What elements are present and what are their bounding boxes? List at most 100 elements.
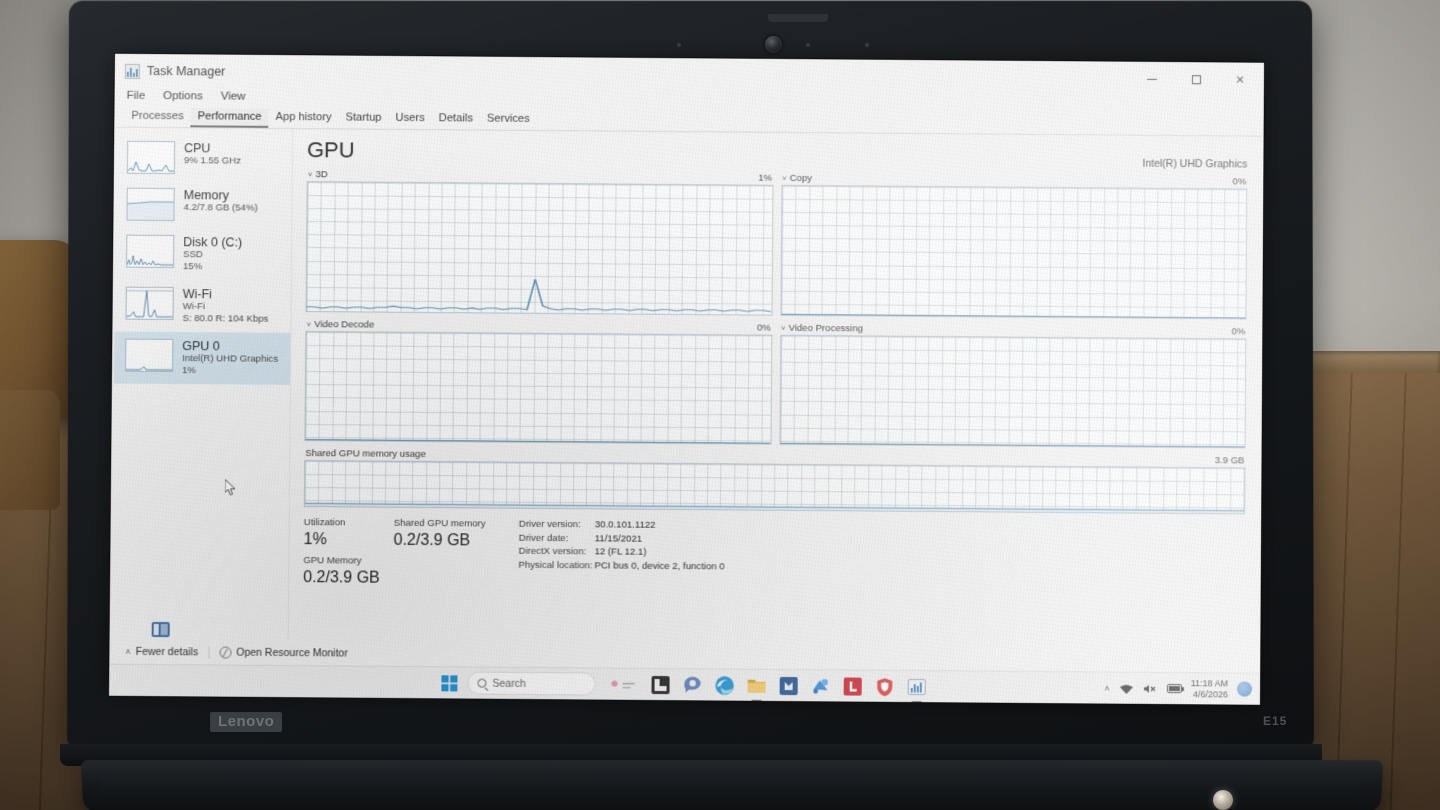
gpu-detail-panel: GPU Intel(R) UHD Graphics ˅ 3D: [289, 129, 1262, 647]
cpu-thumbnail-graph: [126, 140, 176, 175]
panel-header: GPU Intel(R) UHD Graphics: [307, 137, 1248, 170]
sidebar-item-sub2: 1%: [182, 365, 196, 377]
chart-video-decode-plot: [304, 331, 772, 445]
chart-shared-memory-plot: [303, 460, 1246, 515]
power-indicator: [1213, 790, 1233, 810]
tab-processes[interactable]: Processes: [131, 109, 184, 123]
desktop-app-icon[interactable]: [151, 621, 170, 637]
chevron-up-icon: ˄: [125, 646, 131, 657]
chart-3d-label-group[interactable]: ˅ 3D: [308, 169, 328, 180]
file-explorer-icon[interactable]: [746, 674, 768, 696]
detail-value: PCI bus 0, device 2, function 0: [594, 559, 725, 572]
stat-value: 0.2/3.9 GB: [303, 569, 380, 587]
chevron-down-icon[interactable]: ˅: [307, 170, 313, 180]
store-icon[interactable]: [778, 674, 800, 696]
notification-bell-icon[interactable]: [1236, 681, 1253, 697]
mouse-cursor: [224, 479, 237, 496]
sidebar-item-sub2: S: 80.0 R: 104 Kbps: [182, 313, 269, 325]
memory-thumbnail-graph: [126, 187, 175, 222]
chart-row-top: ˅ 3D 1%: [305, 169, 1248, 320]
detail-value: 30.0.101.1122: [594, 519, 656, 531]
wooden-furniture-lower: [0, 390, 60, 510]
close-button[interactable]: ✕: [1235, 74, 1245, 87]
chart-video-decode: ˅ Video Decode 0%: [304, 319, 772, 445]
chart-video-processing: ˅ Video Processing 0%: [779, 323, 1247, 449]
fewer-details-button[interactable]: ˄ Fewer details: [125, 645, 198, 658]
battery-icon[interactable]: [1166, 684, 1182, 694]
sidebar-item-wifi[interactable]: Wi-Fi Wi-Fi S: 80.0 R: 104 Kbps: [114, 280, 290, 333]
minimize-button[interactable]: [1130, 64, 1174, 94]
page-title: GPU: [306, 137, 355, 163]
stat-utilization: Utilization 1% GPU Memory 0.2/3.9 GB: [303, 516, 394, 593]
dark-app-icon[interactable]: [649, 673, 671, 695]
search-placeholder: Search: [492, 677, 526, 690]
open-resource-monitor-button[interactable]: Open Resource Monitor: [219, 646, 348, 659]
chart-title: 3D: [315, 169, 328, 181]
chevron-down-icon[interactable]: ˅: [306, 320, 312, 330]
volume-mute-icon[interactable]: [1142, 682, 1158, 694]
resource-sidebar: CPU 9% 1.55 GHz: [111, 127, 294, 640]
chart-copy-label-group[interactable]: ˅ Copy: [782, 173, 812, 184]
task-manager-icon: [124, 63, 140, 79]
sidebar-item-sub: 4.2/7.8 GB (54%): [183, 202, 258, 214]
screen-content: Task Manager ✕ File Options View Process…: [109, 53, 1265, 705]
detail-value: 12 (FL 12.1): [594, 546, 647, 558]
blue-app-icon[interactable]: [810, 675, 832, 697]
chart-video-processing-plot: [779, 334, 1247, 449]
edge-icon[interactable]: [714, 674, 736, 696]
clock-date: 4/6/2026: [1192, 688, 1229, 700]
chart-title: Video Processing: [788, 322, 864, 335]
maximize-button[interactable]: [1174, 64, 1218, 94]
chart-3d-plot: [305, 181, 773, 316]
footer-divider: [208, 645, 210, 658]
laptop-base-lip: [100, 770, 1360, 800]
sidebar-item-label: Disk 0 (C:): [183, 235, 243, 250]
sidebar-item-label: CPU: [184, 141, 211, 156]
stat-value: 0.2/3.9 GB: [393, 531, 471, 550]
chevron-down-icon[interactable]: ˅: [780, 323, 786, 333]
wifi-thumbnail-graph: [125, 286, 174, 320]
chevron-down-icon[interactable]: ˅: [781, 173, 787, 183]
chart-video-decode-label-group[interactable]: ˅ Video Decode: [306, 319, 374, 330]
window-body: CPU 9% 1.55 GHz: [111, 127, 1262, 647]
sidebar-item-disk[interactable]: Disk 0 (C:) SSD 15%: [115, 228, 291, 281]
chart-title: Copy: [789, 172, 813, 185]
sidebar-text-cpu: CPU 9% 1.55 GHz: [184, 141, 241, 167]
task-manager-icon[interactable]: [906, 675, 928, 697]
menu-item-options[interactable]: Options: [163, 90, 203, 103]
chart-video-processing-label-group[interactable]: ˅ Video Processing: [781, 323, 863, 335]
detail-value: 11/15/2021: [594, 532, 643, 545]
tab-details[interactable]: Details: [438, 112, 473, 125]
chart-row-bottom: ˅ Video Decode 0%: [304, 319, 1247, 449]
stat-value: 1%: [303, 531, 327, 549]
chat-icon[interactable]: [682, 674, 704, 696]
chart-copy-plot: [779, 184, 1248, 320]
task-manager-window: Task Manager ✕ File Options View Process…: [111, 55, 1263, 673]
weather-widget-icon[interactable]: [605, 673, 639, 695]
taskbar-center: Search: [441, 671, 928, 698]
tab-users[interactable]: Users: [395, 111, 425, 125]
sidebar-item-memory[interactable]: Memory 4.2/7.8 GB (54%): [115, 181, 291, 229]
stat-shared-memory: Shared GPU memory 0.2/3.9 GB: [393, 517, 519, 594]
menu-item-file[interactable]: File: [126, 89, 146, 102]
sidebar-item-gpu[interactable]: GPU 0 Intel(R) UHD Graphics 1%: [113, 331, 291, 385]
wifi-icon[interactable]: [1118, 682, 1134, 694]
chart-ymax-label: 0%: [1232, 176, 1247, 188]
tab-services[interactable]: Services: [486, 112, 530, 125]
tab-performance[interactable]: Performance: [190, 108, 269, 128]
stat-label: GPU Memory: [303, 555, 362, 567]
start-button[interactable]: [441, 674, 458, 691]
search-input[interactable]: Search: [467, 671, 596, 696]
sidebar-item-cpu[interactable]: CPU 9% 1.55 GHz: [116, 134, 292, 182]
sidebar-text-wifi: Wi-Fi Wi-Fi S: 80.0 R: 104 Kbps: [182, 287, 268, 326]
detail-key: Driver date:: [518, 532, 569, 544]
antivirus-shield-icon[interactable]: [874, 675, 896, 697]
clock[interactable]: 11:18 AM 4/6/2026: [1191, 678, 1229, 700]
menu-item-view[interactable]: View: [220, 90, 246, 103]
lenovo-vantage-icon[interactable]: [842, 675, 864, 697]
tab-startup[interactable]: Startup: [345, 111, 382, 124]
search-icon: [477, 678, 487, 688]
show-hidden-icons-icon[interactable]: ˄: [1104, 683, 1110, 694]
tab-app-history[interactable]: App history: [275, 110, 332, 124]
